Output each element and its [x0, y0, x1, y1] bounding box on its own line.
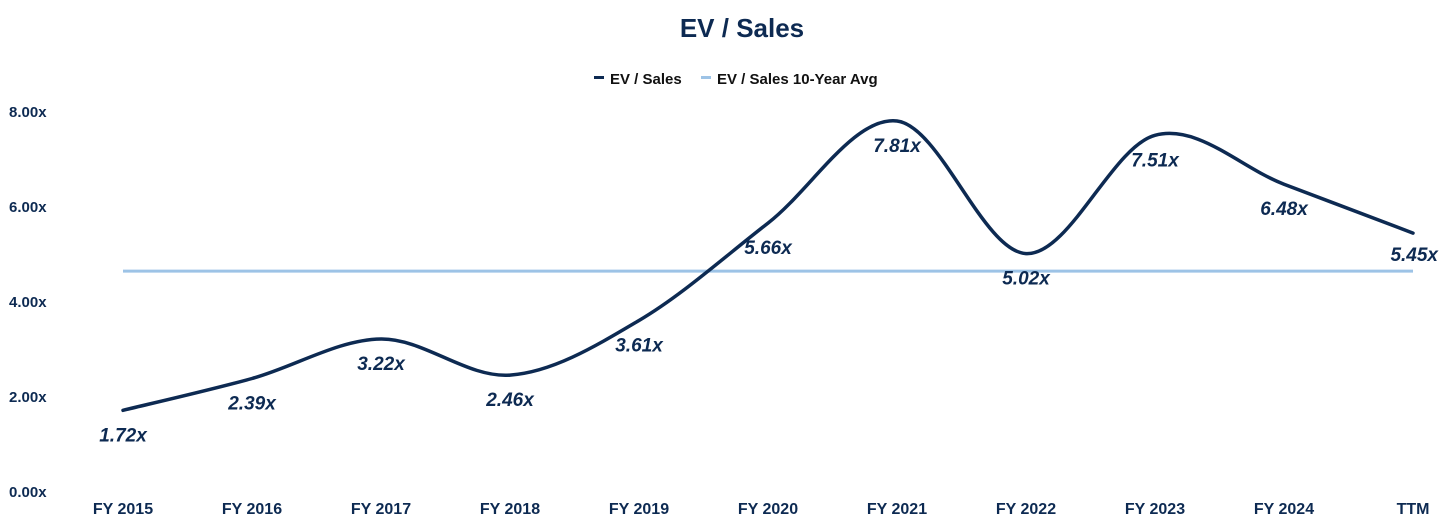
data-label: 7.51x	[1131, 150, 1180, 171]
y-tick-label: 6.00x	[9, 199, 47, 216]
x-tick-label: FY 2017	[351, 501, 411, 518]
data-labels: 1.72x 2.39x 3.22x 2.46x 3.61x 5.66x 7.81x 5.02x…	[99, 136, 1439, 446]
y-tick-label: 0.00x	[9, 484, 47, 501]
x-tick-label: FY 2015	[93, 501, 153, 518]
y-tick-label: 8.00x	[9, 104, 47, 121]
data-label: 3.22x	[357, 354, 406, 375]
x-tick-label: FY 2022	[996, 501, 1056, 518]
y-tick-label: 2.00x	[9, 389, 47, 406]
x-axis: FY 2015 FY 2016 FY 2017 FY 2018 FY 2019 FY 20…	[93, 501, 1430, 518]
data-label: 2.46x	[485, 390, 535, 411]
ev-sales-line	[121, 119, 1415, 413]
legend-swatch-10-year-avg	[701, 76, 711, 79]
x-tick-label: FY 2018	[480, 501, 540, 518]
ev-sales-line-layer	[121, 119, 1415, 413]
y-axis: 0.00x 2.00x 4.00x 6.00x 8.00x	[9, 104, 47, 501]
data-label: 3.61x	[615, 336, 664, 357]
y-tick-label: 4.00x	[9, 294, 47, 311]
legend-label-10-year-avg: EV / Sales 10-Year Avg	[717, 71, 878, 88]
data-label: 1.72x	[99, 425, 148, 446]
data-label: 5.45x	[1390, 245, 1439, 266]
x-tick-label: FY 2023	[1125, 501, 1185, 518]
x-tick-label: FY 2024	[1254, 501, 1314, 518]
x-tick-label: FY 2021	[867, 501, 927, 518]
legend-label-ev-sales: EV / Sales	[610, 71, 682, 88]
chart-title: EV / Sales	[680, 13, 804, 43]
legend: EV / Sales EV / Sales 10-Year Avg	[594, 71, 878, 88]
data-label: 5.66x	[744, 238, 793, 259]
data-label: 2.39x	[227, 393, 277, 414]
data-label: 7.81x	[873, 136, 922, 157]
x-tick-label: FY 2016	[222, 501, 282, 518]
data-label: 6.48x	[1260, 199, 1309, 220]
x-tick-label: FY 2019	[609, 501, 669, 518]
legend-swatch-ev-sales	[594, 76, 604, 79]
x-tick-label: TTM	[1397, 501, 1430, 518]
x-tick-label: FY 2020	[738, 501, 798, 518]
data-label: 5.02x	[1002, 269, 1051, 290]
